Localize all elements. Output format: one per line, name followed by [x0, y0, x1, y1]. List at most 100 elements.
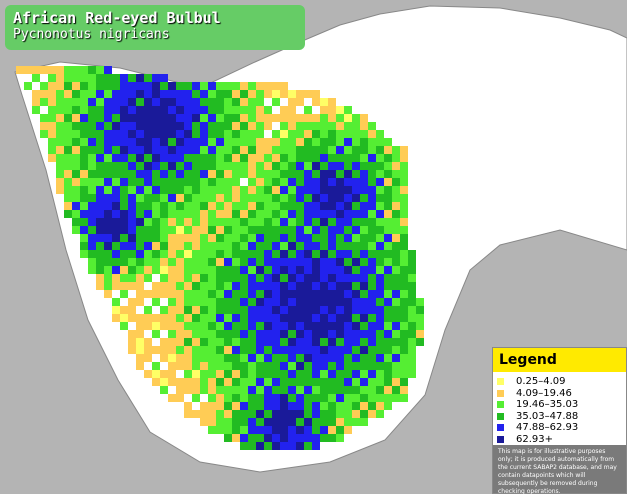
- map-cell: [392, 266, 400, 274]
- map-cell: [128, 122, 136, 130]
- map-cell: [128, 202, 136, 210]
- map-cell: [200, 186, 208, 194]
- map-cell: [216, 250, 224, 258]
- map-cell: [296, 122, 304, 130]
- map-cell: [88, 138, 96, 146]
- map-cell: [184, 98, 192, 106]
- map-cell: [200, 290, 208, 298]
- map-cell: [208, 250, 216, 258]
- map-cell: [152, 130, 160, 138]
- map-cell: [136, 114, 144, 122]
- map-cell: [256, 346, 264, 354]
- map-cell: [152, 90, 160, 98]
- legend-item: 62.93+: [497, 434, 626, 446]
- map-cell: [120, 266, 128, 274]
- map-cell: [152, 322, 160, 330]
- map-cell: [264, 290, 272, 298]
- map-cell: [80, 98, 88, 106]
- map-cell: [72, 114, 80, 122]
- map-cell: [368, 162, 376, 170]
- map-cell: [224, 194, 232, 202]
- map-cell: [232, 250, 240, 258]
- legend: Legend 0.25–4.09 4.09–19.46 19.46–35.03 35.…: [492, 347, 627, 494]
- map-cell: [32, 66, 40, 74]
- map-cell: [256, 362, 264, 370]
- map-cell: [320, 258, 328, 266]
- map-cell: [392, 226, 400, 234]
- map-cell: [328, 298, 336, 306]
- map-cell: [160, 186, 168, 194]
- map-cell: [264, 234, 272, 242]
- map-cell: [72, 90, 80, 98]
- map-cell: [272, 370, 280, 378]
- map-cell: [328, 250, 336, 258]
- map-cell: [296, 130, 304, 138]
- map-cell: [88, 266, 96, 274]
- map-cell: [312, 138, 320, 146]
- map-cell: [120, 202, 128, 210]
- map-cell: [416, 330, 424, 338]
- map-cell: [400, 354, 408, 362]
- map-cell: [328, 242, 336, 250]
- map-cell: [296, 202, 304, 210]
- map-cell: [352, 282, 360, 290]
- map-cell: [56, 114, 64, 122]
- map-cell: [264, 90, 272, 98]
- map-cell: [232, 170, 240, 178]
- map-cell: [216, 162, 224, 170]
- map-cell: [72, 162, 80, 170]
- map-cell: [232, 282, 240, 290]
- map-cell: [200, 202, 208, 210]
- map-cell: [72, 178, 80, 186]
- map-cell: [232, 194, 240, 202]
- legend-label: 0.25–4.09: [516, 376, 566, 387]
- map-cell: [152, 242, 160, 250]
- map-cell: [152, 226, 160, 234]
- map-cell: [200, 210, 208, 218]
- map-cell: [336, 306, 344, 314]
- map-cell: [264, 370, 272, 378]
- map-cell: [248, 402, 256, 410]
- map-cell: [176, 202, 184, 210]
- map-cell: [208, 378, 216, 386]
- map-cell: [104, 138, 112, 146]
- map-cell: [232, 178, 240, 186]
- map-cell: [288, 274, 296, 282]
- map-cell: [120, 98, 128, 106]
- map-cell: [200, 154, 208, 162]
- map-cell: [384, 402, 392, 410]
- map-cell: [384, 306, 392, 314]
- map-cell: [352, 386, 360, 394]
- map-cell: [176, 234, 184, 242]
- map-cell: [168, 82, 176, 90]
- map-cell: [408, 282, 416, 290]
- map-cell: [208, 218, 216, 226]
- map-cell: [296, 90, 304, 98]
- map-cell: [160, 178, 168, 186]
- map-cell: [368, 170, 376, 178]
- map-cell: [248, 146, 256, 154]
- map-cell: [184, 338, 192, 346]
- map-cell: [312, 354, 320, 362]
- map-cell: [112, 314, 120, 322]
- map-cell: [184, 218, 192, 226]
- map-cell: [144, 306, 152, 314]
- map-cell: [144, 114, 152, 122]
- map-cell: [256, 130, 264, 138]
- map-cell: [200, 282, 208, 290]
- map-cell: [112, 178, 120, 186]
- map-cell: [272, 322, 280, 330]
- map-cell: [120, 90, 128, 98]
- map-cell: [232, 370, 240, 378]
- map-cell: [288, 250, 296, 258]
- map-cell: [376, 186, 384, 194]
- map-cell: [160, 386, 168, 394]
- map-cell: [344, 242, 352, 250]
- map-cell: [216, 138, 224, 146]
- map-cell: [400, 250, 408, 258]
- map-cell: [336, 186, 344, 194]
- map-cell: [304, 386, 312, 394]
- map-cell: [160, 162, 168, 170]
- map-cell: [64, 210, 72, 218]
- map-cell: [88, 90, 96, 98]
